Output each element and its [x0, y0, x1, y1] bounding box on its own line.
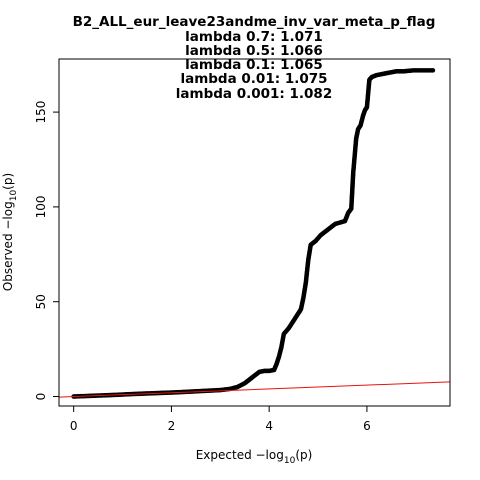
- lambda-line-3: lambda 0.1: 1.065: [185, 57, 323, 73]
- x-tick-label: 4: [265, 419, 273, 433]
- x-axis-label-tail: (p): [295, 448, 312, 462]
- x-axis-label-sub: 10: [284, 456, 296, 466]
- y-axis-label-sub: 10: [9, 190, 19, 202]
- y-tick-label: 50: [34, 294, 48, 309]
- y-axis-label-tail: (p): [1, 173, 15, 190]
- plot-area: [59, 68, 450, 399]
- plot-frame: [58, 58, 451, 407]
- data-point: [430, 68, 436, 73]
- y-axis-label: Observed −log10(p): [1, 173, 19, 291]
- x-axis-label: Expected −log10(p): [196, 448, 313, 466]
- y-tick-label: 150: [34, 101, 48, 124]
- points-layer: [71, 68, 436, 399]
- x-tick-label: 2: [168, 419, 176, 433]
- y-axis-label-main: Observed −log: [1, 201, 15, 291]
- y-axis: 0 50 100 150: [34, 101, 59, 401]
- y-tick-label: 100: [34, 195, 48, 218]
- x-tick-label: 0: [70, 419, 78, 433]
- reference-line: [59, 381, 450, 398]
- chart-title: B2_ALL_eur_leave23andme_inv_var_meta_p_f…: [73, 14, 436, 30]
- x-axis: 0 2 4 6: [70, 406, 371, 433]
- x-axis-label-main: Expected −log: [196, 448, 284, 462]
- lambda-line-4: lambda 0.01: 1.075: [180, 71, 327, 87]
- lambda-line-5: lambda 0.001: 1.082: [176, 86, 332, 102]
- lambda-line-2: lambda 0.5: 1.066: [185, 43, 323, 59]
- y-tick-label: 0: [34, 393, 48, 401]
- x-tick-label: 6: [363, 419, 371, 433]
- lambda-line-1: lambda 0.7: 1.071: [185, 29, 323, 45]
